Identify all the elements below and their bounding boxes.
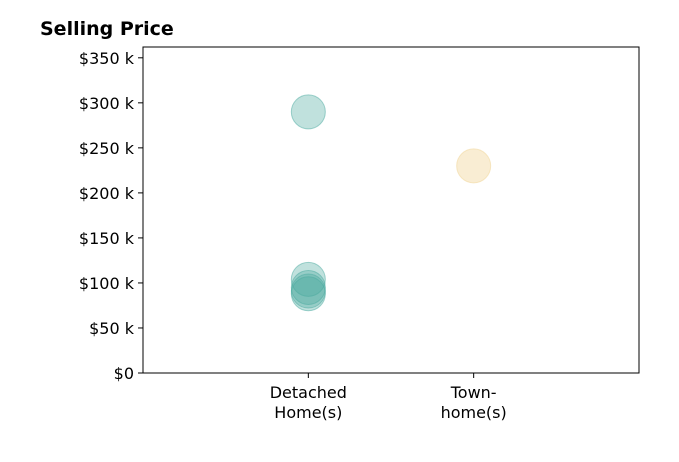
x-tick-label-line: home(s) bbox=[441, 403, 507, 422]
y-tick-label: $250 k bbox=[79, 139, 135, 158]
y-tick-label: $0 bbox=[114, 364, 134, 383]
y-tick-label: $150 k bbox=[79, 229, 135, 248]
y-tick-label: $350 k bbox=[79, 49, 135, 68]
data-point bbox=[290, 94, 326, 130]
plot-frame bbox=[142, 46, 640, 374]
y-tick-label: $200 k bbox=[79, 184, 135, 203]
x-tick-label-line: Home(s) bbox=[274, 403, 342, 422]
x-tick-label: Detached Home(s) bbox=[270, 383, 347, 422]
data-point bbox=[290, 261, 326, 297]
plot-area bbox=[290, 94, 492, 312]
x-tick-label-line: Town- bbox=[450, 383, 497, 402]
data-point bbox=[290, 276, 326, 312]
data-point bbox=[456, 148, 492, 184]
x-tick-label: Town-home(s) bbox=[441, 383, 507, 422]
y-tick-label: $300 k bbox=[79, 94, 135, 113]
y-tick-label: $50 k bbox=[89, 319, 135, 338]
x-tick-label-line: Detached bbox=[270, 383, 347, 402]
y-tick-label: $100 k bbox=[79, 274, 135, 293]
axes: $0 $50 k $100 k $150 k $200 k $250 k $300 k $35… bbox=[79, 46, 640, 422]
chart-title: Selling Price bbox=[40, 18, 174, 40]
